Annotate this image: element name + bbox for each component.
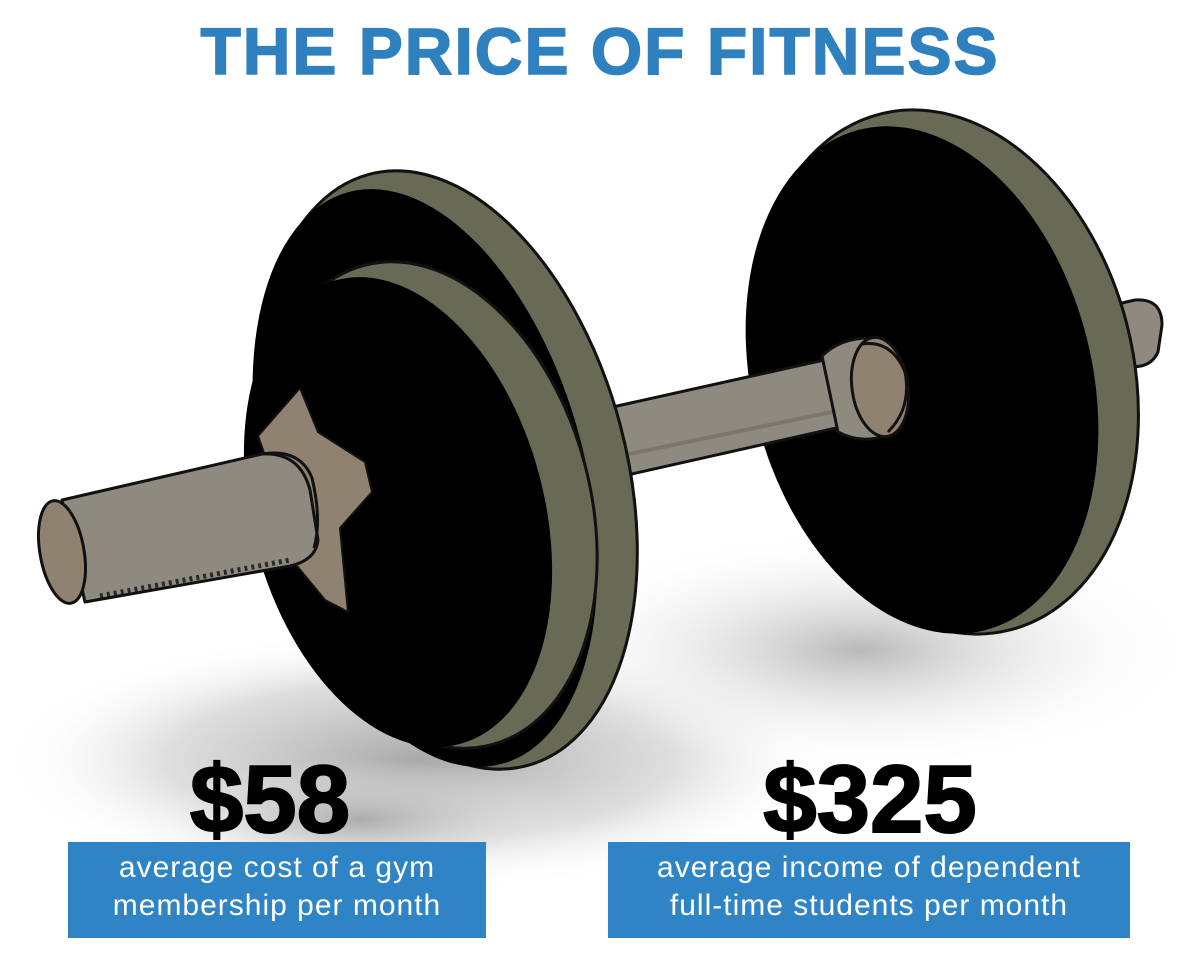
stat-value-gym-cost: $58 — [189, 746, 351, 853]
stat-label-line: average income of dependent — [657, 851, 1081, 884]
handle-left — [37, 451, 320, 605]
stat-label-line: average cost of a gym — [118, 851, 436, 884]
page-title: THE PRICE OF FITNESS — [200, 14, 1000, 88]
plate-right — [745, 108, 1140, 636]
stat-label-line: full-time students per month — [669, 889, 1069, 922]
collar-right — [820, 335, 911, 441]
stat-value-student-income: $325 — [762, 746, 978, 853]
stat-label-student-income: average income of dependent full-time st… — [608, 842, 1130, 938]
stat-label-gym-cost: average cost of a gym membership per mon… — [68, 842, 486, 938]
stat-label-line: membership per month — [112, 889, 442, 922]
plate-left-inner — [243, 260, 599, 750]
